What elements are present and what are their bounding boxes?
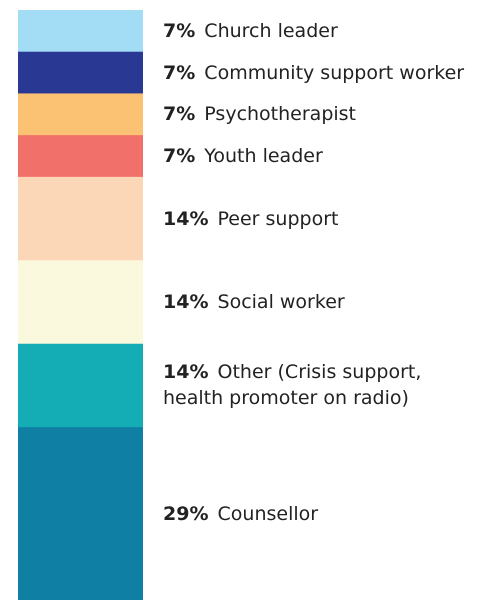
bar-segment-1 [18, 10, 143, 53]
percentage-label: 7% [163, 144, 196, 167]
segment-label-7: 14% Other (Crisis support, health promot… [163, 344, 485, 427]
category-label: Social worker [211, 291, 345, 313]
segment-labels: 7% Church leader 7% Community support wor… [163, 10, 485, 600]
bar-segment-8 [18, 427, 143, 600]
segment-label-text: 14% Peer support [163, 206, 338, 232]
bar-segment-2 [18, 51, 143, 94]
percentage-label: 14% [163, 361, 209, 384]
bar-segment-3 [18, 93, 143, 136]
percentage-label: 14% [163, 207, 209, 230]
bar-segment-7 [18, 343, 143, 428]
segment-label-6: 14% Social worker [163, 260, 485, 343]
category-label: Psychotherapist [198, 103, 357, 126]
segment-label-2: 7% Community support worker [163, 52, 485, 94]
segment-label-text: 14% Other (Crisis support, health promot… [163, 359, 485, 411]
segment-label-8: 29% Counsellor [163, 427, 485, 600]
bar-segment-5 [18, 176, 143, 261]
category-label: Community support worker [198, 61, 465, 84]
category-label: Counsellor [211, 502, 319, 525]
segment-label-1: 7% Church leader [163, 10, 485, 52]
category-label: Youth leader [198, 144, 323, 167]
segment-label-text: 7% Community support worker [163, 60, 464, 86]
bar-segment-4 [18, 135, 143, 178]
segment-label-5: 14% Peer support [163, 177, 485, 260]
segment-label-text: 7% Church leader [163, 18, 338, 44]
bar-segment-6 [18, 260, 143, 345]
category-label: Church leader [198, 19, 338, 42]
segment-label-text: 7% Youth leader [163, 143, 323, 169]
segment-label-3: 7% Psychotherapist [163, 93, 485, 135]
segment-label-text: 7% Psychotherapist [163, 101, 356, 127]
percentage-label: 29% [163, 502, 209, 525]
stacked-bar-chart [18, 10, 143, 600]
segment-label-4: 7% Youth leader [163, 135, 485, 177]
segment-label-text: 29% Counsellor [163, 501, 318, 527]
segment-label-text: 14% Social worker [163, 289, 345, 315]
percentage-label: 14% [163, 291, 209, 313]
percentage-label: 7% [163, 19, 196, 42]
percentage-label: 7% [163, 61, 196, 84]
category-label: Other (Crisis support, health promoter o… [163, 361, 422, 410]
category-label: Peer support [211, 207, 339, 230]
percentage-label: 7% [163, 103, 196, 126]
